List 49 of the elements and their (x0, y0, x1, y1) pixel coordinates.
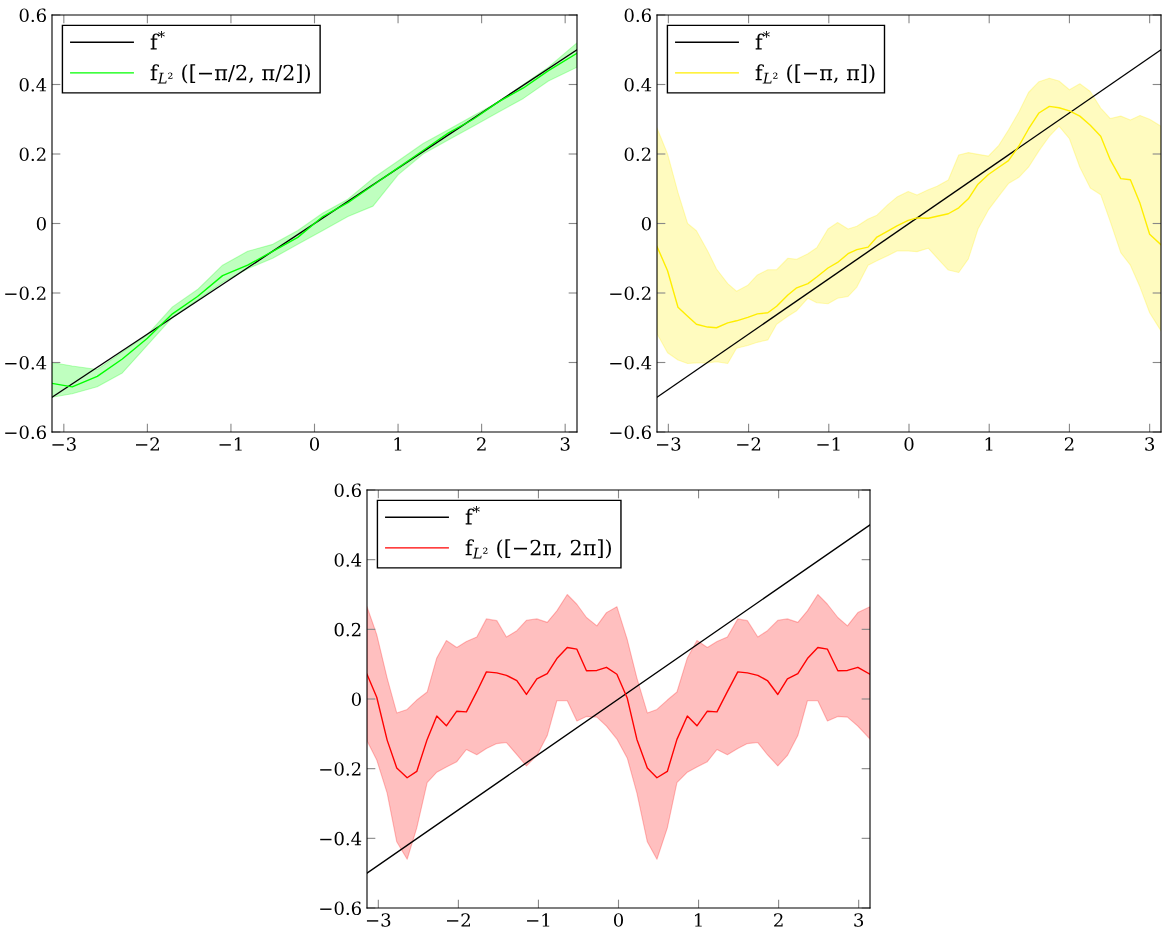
legend-label: f$_{L²}$ ([−π/2, π/2]) (150, 64, 311, 84)
y-tick-label: 0.2 (19, 147, 46, 162)
x-tick-label: −3 (656, 437, 681, 451)
x-tick-label: −2 (737, 437, 761, 451)
x-tick-label: 3 (1145, 437, 1155, 451)
x-tick-label: −1 (527, 913, 550, 927)
legend-label: f$_{L²}$ ([−2π, 2π]) (465, 539, 611, 559)
y-tick-label: 0.4 (334, 553, 362, 567)
x-tick-label: 1 (985, 437, 993, 451)
y-tick-label: −0.6 (610, 425, 651, 440)
x-tick-label: −3 (52, 437, 76, 451)
legend-label: f$^{*}$ (150, 31, 165, 50)
y-tick-label: −0.6 (320, 901, 361, 916)
y-tick-label: 0 (641, 216, 651, 231)
y-tick-label: −0.4 (5, 355, 47, 370)
line-series (367, 646, 870, 779)
x-tick-label: 3 (560, 437, 570, 451)
y-tick-label: −0.6 (5, 425, 46, 440)
y-tick-label: −0.2 (610, 286, 651, 301)
y-tick-label: 0.4 (624, 77, 652, 92)
y-tick-label: 0.6 (334, 483, 361, 498)
y-tick-label: −0.2 (5, 286, 46, 301)
x-tick-label: −3 (366, 913, 391, 927)
x-tick-label: −2 (446, 913, 470, 927)
y-tick-label: 0.2 (624, 147, 651, 162)
x-tick-label: 0 (904, 437, 914, 451)
x-tick-label: 2 (774, 913, 783, 927)
y-tick-label: 0.2 (334, 622, 361, 637)
legend-label: f$_{L²}$ ([−π, π]) (755, 64, 875, 84)
x-tick-label: 3 (854, 913, 864, 927)
x-tick-label: −2 (135, 437, 159, 451)
x-tick-label: 2 (1064, 437, 1074, 451)
x-tick-label: −1 (817, 437, 840, 451)
y-tick-label: −0.4 (320, 831, 362, 846)
x-tick-label: 2 (477, 437, 486, 451)
x-tick-label: 1 (695, 913, 702, 927)
y-tick-label: −0.2 (320, 762, 361, 776)
y-tick-label: 0 (351, 692, 361, 707)
x-tick-label: 1 (394, 437, 402, 451)
y-tick-label: 0.4 (19, 77, 47, 92)
line-series (657, 105, 1161, 329)
y-tick-label: 0.6 (624, 8, 651, 23)
y-tick-label: −0.4 (610, 355, 652, 370)
y-tick-label: 0 (36, 216, 46, 231)
legend-label: f$^{*}$ (755, 31, 770, 50)
x-tick-label: 0 (309, 437, 320, 451)
legend-label: f$^{*}$ (465, 506, 480, 525)
x-tick-label: −1 (219, 437, 242, 451)
y-tick-label: 0.6 (19, 8, 46, 23)
